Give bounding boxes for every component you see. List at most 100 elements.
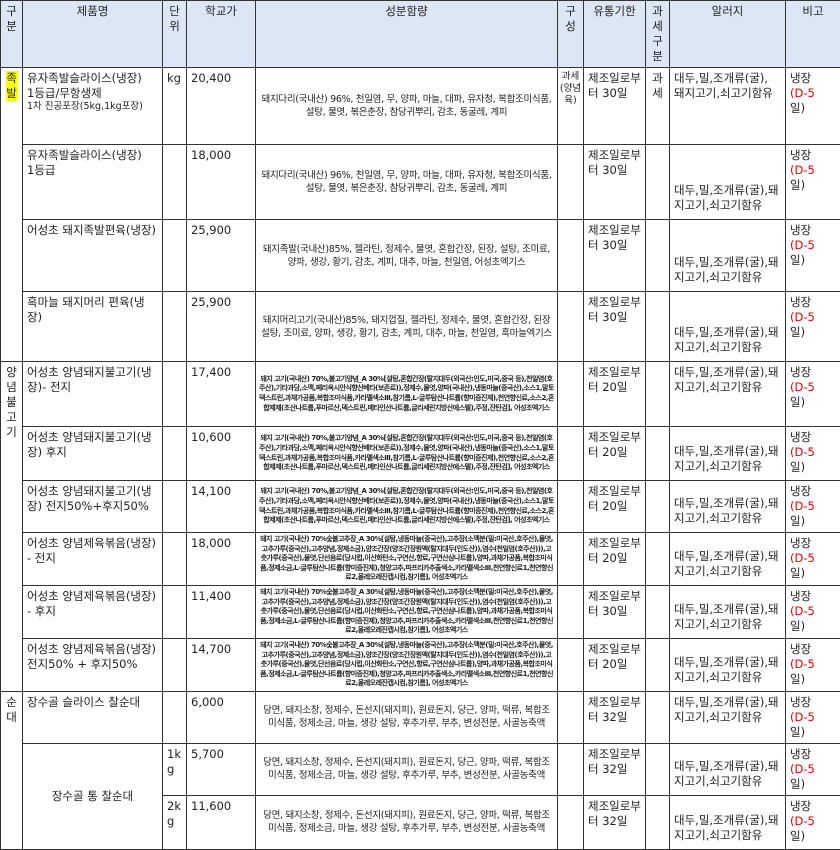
- note-text: 냉장: [790, 747, 836, 762]
- unit-cell: [163, 691, 187, 743]
- tax-cell: [646, 145, 670, 220]
- product-name: 어성초 양념제육볶음(냉장) 전지50% + 후지50%: [23, 638, 163, 691]
- composition-cell: [558, 362, 584, 427]
- product-name-text: 어성초 양념돼지불고기(냉장)- 전지: [27, 365, 158, 395]
- product-name-text: 어성초 양념제육볶음(냉장) - 후지: [27, 589, 158, 619]
- tax-cell: [646, 292, 670, 362]
- header-category: 구분: [1, 1, 23, 68]
- note-text: 냉장: [790, 71, 836, 86]
- unit-cell: 1kg: [163, 743, 187, 795]
- expiry-cell: 제조일로부터 20일: [584, 481, 646, 533]
- note-text: 냉장: [790, 642, 836, 657]
- allergy-cell: 대두,밀,조개류(굴),돼지고기,쇠고기함유: [670, 691, 786, 743]
- price-cell: 11,600: [187, 795, 256, 849]
- product-name: 어성초 돼지족발편육(냉장): [23, 220, 163, 292]
- tax-cell: [646, 743, 670, 795]
- tax-cell: [646, 362, 670, 427]
- note-text: 냉장: [790, 430, 836, 445]
- expiry-cell: 제조일로부터 20일: [584, 362, 646, 427]
- allergy-cell: 대두,밀,조개류(굴),돼지고기,쇠고기함유: [670, 362, 786, 427]
- unit-cell: 2kg: [163, 795, 187, 849]
- note-text: 일): [790, 777, 836, 792]
- allergy-cell: 대두,밀,조개류(굴),돼지고기,쇠고기함유: [670, 638, 786, 691]
- category-label: 순대: [6, 695, 18, 725]
- product-name-text: 유자족발슬라이스(냉장) 1등급: [27, 148, 158, 178]
- allergy-cell: 대두,밀,조개류(굴),돼지고기,쇠고기함유: [670, 795, 786, 849]
- expiry-cell: 제조일로부터 32일: [584, 691, 646, 743]
- note-text: 일): [790, 101, 836, 116]
- composition-cell: [558, 638, 584, 691]
- product-name: 어성초 양념제육볶음(냉장) - 후지: [23, 585, 163, 638]
- allergy-cell: 대두,밀,조개류(굴), 돼지고기,쇠고기함유: [670, 68, 786, 145]
- ingredients-cell: 당면, 돼지소창, 정제수, 돈선지(돼지피), 원료돈지, 당근, 양파, 떡…: [256, 795, 558, 849]
- note-text: 냉장: [790, 799, 836, 814]
- shelf-life-badge: (D-5: [790, 604, 836, 619]
- price-cell: 17,400: [187, 362, 256, 427]
- price-cell: 18,000: [187, 145, 256, 220]
- category-label: 족발: [6, 71, 18, 101]
- shelf-life-badge: (D-5: [790, 657, 836, 672]
- note-text: 냉장: [790, 695, 836, 710]
- product-name: 어성초 양념돼지불고기(냉장) 전지50%+후지50%: [23, 481, 163, 533]
- composition-cell: [558, 427, 584, 481]
- expiry-cell: 제조일로부터 32일: [584, 743, 646, 795]
- ingredients-cell: 돼지 고기(국내산) 70%숯불고추장_A 30%[설탕,냉동마늘(중국산),고…: [256, 533, 558, 586]
- note-text: 일): [790, 566, 836, 581]
- note-text: 일): [790, 395, 836, 410]
- price-cell: 14,700: [187, 638, 256, 691]
- allergy-cell: 대두,밀,조개류(굴),돼지고기,쇠고기함유: [670, 145, 786, 220]
- shelf-life-badge: (D-5: [790, 445, 836, 460]
- ingredients-cell: 돼지머리고기(국내산)85%, 돼지껍질, 젤라틴, 정제수, 물엿, 혼합간장…: [256, 292, 558, 362]
- composition-cell: [558, 533, 584, 586]
- composition-cell: 과세(양념육): [558, 68, 584, 145]
- shelf-life-badge: (D-5: [790, 814, 836, 829]
- expiry-cell: 제조일로부터 20일: [584, 638, 646, 691]
- shelf-life-badge: (D-5: [790, 762, 836, 777]
- note-text: 냉장: [790, 536, 836, 551]
- header-price: 학교가: [187, 1, 256, 68]
- header-unit: 단위: [163, 1, 187, 68]
- expiry-cell: 제조일로부터 30일: [584, 68, 646, 145]
- product-name: 어성초 양념돼지불고기(냉장) 후지: [23, 427, 163, 481]
- tax-cell: [646, 691, 670, 743]
- ingredients-cell: 당면, 돼지소창, 정제수, 돈선지(돼지피), 원료돈지, 당근, 양파, 떡…: [256, 743, 558, 795]
- product-name: 장수골 슬라이스 찰순대: [23, 691, 163, 743]
- product-name-text: 어성초 양념돼지불고기(냉장) 후지: [27, 430, 158, 460]
- product-name-text: 유자족발슬라이스(냉장) 1등급/무항생제: [27, 71, 158, 101]
- note-text: 일): [790, 514, 836, 529]
- composition-cell: [558, 795, 584, 849]
- tax-cell: [646, 481, 670, 533]
- ingredients-cell: 돼지 고기(국내산) 70%,불고기양념_A 30%[설탕,혼합간장(탈지대두(…: [256, 427, 558, 481]
- price-cell: 10,600: [187, 427, 256, 481]
- price-cell: 6,000: [187, 691, 256, 743]
- shelf-life-badge: (D-5: [790, 710, 836, 725]
- note-text: 일): [790, 725, 836, 740]
- allergy-cell: 대두,밀,조개류(굴),돼지고기,쇠고기함유: [670, 585, 786, 638]
- unit-cell: [163, 292, 187, 362]
- allergy-cell: 대두,밀,조개류(굴),돼지고기,쇠고기함유: [670, 220, 786, 292]
- price-cell: 14,100: [187, 481, 256, 533]
- unit-cell: kg: [163, 68, 187, 145]
- note-text: 일): [790, 672, 836, 687]
- ingredients-cell: 돼지 고기(국내산) 70%숯불고추장_A 30%[설탕,냉동마늘(중국산),고…: [256, 638, 558, 691]
- expiry-cell: 제조일로부터 30일: [584, 292, 646, 362]
- header-ingredients: 성분함량: [256, 1, 558, 68]
- price-cell: 11,400: [187, 585, 256, 638]
